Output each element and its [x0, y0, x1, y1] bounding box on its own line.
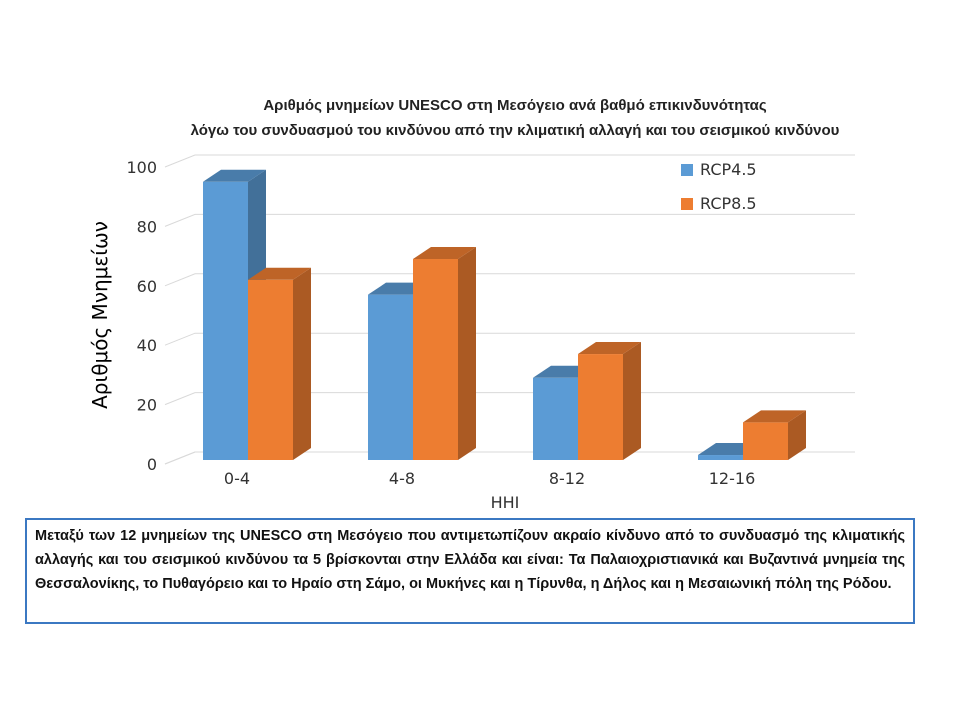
bar-chart: Αριθμός μνημείων UNESCO στη Μεσόγειο ανά…	[88, 97, 855, 512]
legend-label: RCP4.5	[700, 160, 757, 179]
y-tick-label: 0	[147, 455, 157, 474]
x-tick-label: 8-12	[549, 469, 585, 488]
gridline-left	[164, 451, 196, 465]
gridline	[164, 154, 855, 168]
bar-RCP8.5-4-8	[413, 247, 476, 460]
bar-RCP8.5-8-12	[578, 342, 641, 460]
y-tick-label: 80	[137, 217, 157, 236]
y-tick-label: 20	[137, 396, 157, 415]
legend: RCP4.5 RCP8.5	[681, 160, 757, 213]
x-tick-label: 0-4	[224, 469, 250, 488]
x-axis-ticks: 0-4 4-8 8-12 12-16	[224, 469, 755, 488]
x-tick-label: 4-8	[389, 469, 415, 488]
bar-RCP8.5-12-16	[743, 410, 806, 460]
gridline	[164, 332, 855, 346]
y-axis-ticks: 0 20 40 60 80 100	[126, 158, 157, 474]
legend-item-RCP8.5: RCP8.5	[681, 194, 757, 213]
chart-title-line-2: λόγω του συνδυασμού του κινδύνου από την…	[191, 122, 840, 139]
bar-RCP8.5-0-4	[248, 267, 311, 460]
gridline	[164, 273, 855, 287]
legend-swatch	[681, 198, 693, 210]
y-axis-label: Αριθμός Μνημείων	[88, 221, 112, 409]
legend-label: RCP8.5	[700, 194, 757, 213]
chart-title-line-1: Αριθμός μνημείων UNESCO στη Μεσόγειο ανά…	[263, 97, 767, 114]
x-axis-label: HHI	[491, 493, 520, 512]
y-tick-label: 40	[137, 336, 157, 355]
gridline	[164, 213, 855, 227]
info-note-box: Μεταξύ των 12 μνημείων της UNESCO στη Με…	[25, 518, 915, 624]
legend-item-RCP4.5: RCP4.5	[681, 160, 757, 179]
y-tick-label: 60	[137, 277, 157, 296]
x-tick-label: 12-16	[709, 469, 756, 488]
y-tick-label: 100	[126, 158, 157, 177]
bars	[203, 169, 806, 461]
legend-swatch	[681, 164, 693, 176]
